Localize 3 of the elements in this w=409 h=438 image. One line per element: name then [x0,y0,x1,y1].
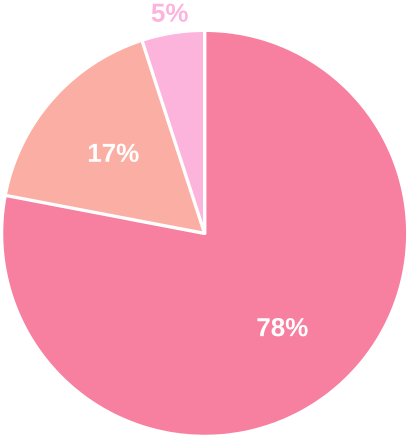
data-label: 5% [152,4,188,22]
data-label: 78% [257,318,308,336]
data-label: 17% [88,144,138,162]
